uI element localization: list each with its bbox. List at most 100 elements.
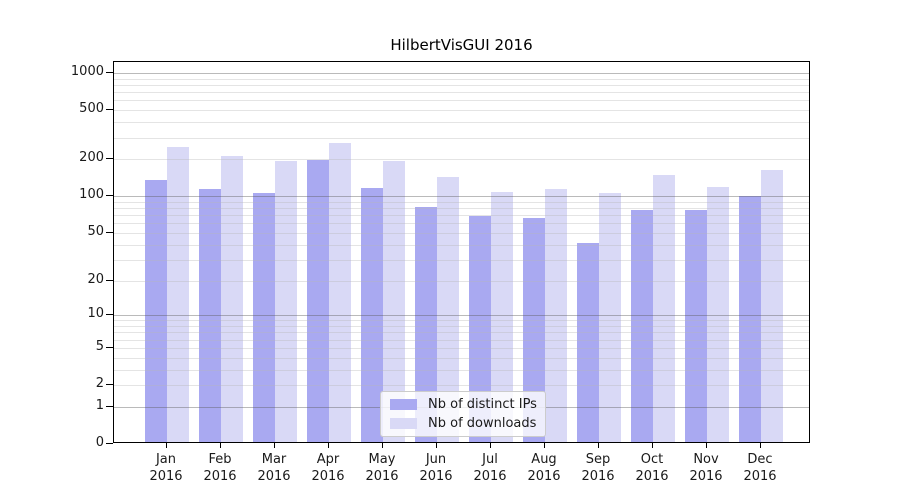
- x-tick-mark-dec: [760, 443, 762, 448]
- gridline-4: [114, 357, 809, 359]
- bar-distinct-ips-oct: [631, 209, 653, 442]
- chart-title: HilbertVisGUI 2016: [390, 36, 533, 54]
- x-tick-mark-aug: [544, 443, 546, 448]
- bar-downloads-sep: [599, 193, 621, 442]
- y-tick-mark-1: [106, 405, 113, 407]
- gridline-60: [114, 223, 809, 225]
- x-tick-mark-mar: [274, 443, 276, 448]
- bar-distinct-ips-dec: [739, 195, 761, 442]
- gridline-200: [114, 159, 809, 161]
- gridline-2: [114, 385, 809, 387]
- x-tick-label-jun: Jun 2016: [419, 452, 453, 484]
- y-tick-label-5: 5: [95, 338, 104, 354]
- bar-downloads-nov: [707, 186, 729, 442]
- y-tick-mark-20: [106, 279, 113, 281]
- legend-swatch-downloads: [390, 418, 417, 429]
- y-tick-mark-500: [106, 109, 113, 111]
- y-tick-mark-200: [106, 158, 113, 160]
- y-tick-mark-100: [106, 195, 113, 197]
- gridline-8: [114, 326, 809, 328]
- y-tick-mark-50: [106, 231, 113, 234]
- y-tick-mark-5: [106, 346, 113, 348]
- plot-area: [113, 61, 810, 443]
- x-tick-mark-jan: [166, 443, 168, 448]
- y-tick-label-200: 200: [79, 150, 104, 166]
- bar-distinct-ips-jun: [415, 206, 437, 442]
- gridline-100: [114, 196, 809, 198]
- grid-layer: [114, 62, 809, 442]
- bar-distinct-ips-sep: [577, 242, 599, 442]
- x-tick-mark-may: [382, 443, 384, 448]
- gridline-400: [114, 122, 809, 124]
- bar-downloads-dec: [761, 169, 783, 442]
- x-tick-label-apr: Apr 2016: [311, 452, 345, 484]
- bars-layer: [114, 62, 809, 442]
- gridline-30: [114, 259, 809, 261]
- gridline-9: [114, 320, 809, 322]
- legend: Nb of distinct IPs Nb of downloads: [380, 391, 546, 437]
- x-tick-label-jan: Jan 2016: [149, 452, 183, 484]
- bar-distinct-ips-aug: [523, 217, 545, 442]
- bar-downloads-jan: [167, 147, 189, 442]
- y-tick-label-10: 10: [87, 306, 104, 322]
- x-tick-label-mar: Mar 2016: [257, 452, 291, 484]
- y-tick-mark-10: [106, 314, 113, 316]
- x-tick-label-may: May 2016: [365, 452, 399, 484]
- gridline-40: [114, 244, 809, 246]
- y-tick-mark-2: [106, 384, 113, 386]
- y-tick-label-1: 1: [95, 397, 104, 413]
- bar-downloads-jul: [491, 192, 513, 442]
- gridline-90: [114, 201, 809, 203]
- gridline-70: [114, 215, 809, 217]
- legend-label-distinct-ips: Nb of distinct IPs: [428, 397, 537, 412]
- x-tick-label-aug: Aug 2016: [527, 452, 561, 484]
- x-tick-label-feb: Feb 2016: [203, 452, 237, 484]
- x-tick-label-jul: Jul 2016: [473, 452, 507, 484]
- y-tick-label-1000: 1000: [70, 64, 104, 80]
- bar-distinct-ips-may: [361, 187, 383, 442]
- x-tick-mark-oct: [652, 443, 654, 448]
- y-tick-mark-0: [106, 443, 113, 445]
- bar-distinct-ips-nov: [685, 209, 707, 442]
- gridline-50: [114, 232, 809, 234]
- y-tick-label-0: 0: [95, 435, 104, 450]
- gridline-300: [114, 137, 809, 139]
- gridline-3: [114, 369, 809, 371]
- x-tick-mark-sep: [598, 443, 600, 448]
- gridline-600: [114, 100, 809, 102]
- gridline-80: [114, 208, 809, 210]
- bar-distinct-ips-jul: [469, 216, 491, 442]
- bar-downloads-feb: [221, 156, 243, 442]
- gridline-20: [114, 280, 809, 282]
- gridline-900: [114, 78, 809, 80]
- legend-label-downloads: Nb of downloads: [428, 416, 537, 431]
- legend-swatch-distinct-ips: [390, 399, 417, 410]
- bar-downloads-mar: [275, 161, 297, 442]
- x-tick-mark-feb: [220, 443, 222, 448]
- gridline-700: [114, 92, 809, 94]
- x-tick-mark-nov: [706, 443, 708, 448]
- y-tick-label-2: 2: [95, 376, 104, 392]
- gridline-6: [114, 339, 809, 341]
- x-tick-label-sep: Sep 2016: [581, 452, 615, 484]
- gridline-500: [114, 110, 809, 112]
- gridline-5: [114, 347, 809, 349]
- bar-downloads-apr: [329, 142, 351, 442]
- gridline-800: [114, 85, 809, 87]
- gridline-7: [114, 332, 809, 334]
- x-tick-mark-jun: [436, 443, 438, 448]
- gridline-10: [114, 315, 809, 317]
- y-tick-mark-1000: [106, 72, 113, 74]
- bar-downloads-oct: [653, 175, 675, 442]
- bar-distinct-ips-feb: [199, 189, 221, 442]
- x-tick-mark-apr: [328, 443, 330, 448]
- legend-item-distinct-ips: Nb of distinct IPs: [390, 397, 545, 412]
- x-tick-mark-jul: [490, 443, 492, 448]
- y-tick-label-20: 20: [87, 271, 104, 287]
- bar-downloads-aug: [545, 189, 567, 442]
- bar-distinct-ips-mar: [253, 192, 275, 442]
- x-tick-label-dec: Dec 2016: [743, 452, 777, 484]
- y-tick-label-100: 100: [79, 187, 104, 203]
- bar-downloads-jun: [437, 176, 459, 442]
